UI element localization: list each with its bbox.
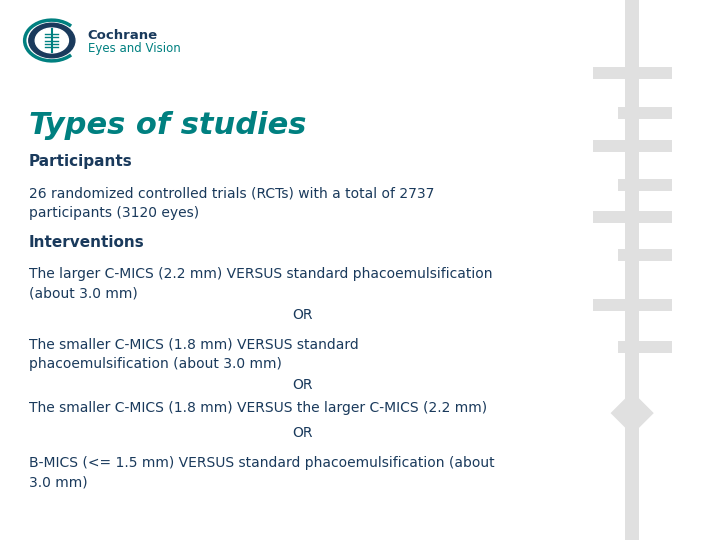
FancyBboxPatch shape <box>618 249 672 261</box>
Text: OR: OR <box>292 378 312 392</box>
FancyBboxPatch shape <box>618 179 672 191</box>
Text: Interventions: Interventions <box>29 235 145 250</box>
Circle shape <box>35 28 68 53</box>
Text: Eyes and Vision: Eyes and Vision <box>88 42 181 55</box>
FancyBboxPatch shape <box>593 140 672 152</box>
Text: B-MICS (<= 1.5 mm) VERSUS standard phacoemulsification (about
3.0 mm): B-MICS (<= 1.5 mm) VERSUS standard phaco… <box>29 456 495 490</box>
Text: Participants: Participants <box>29 154 132 169</box>
FancyBboxPatch shape <box>618 107 672 119</box>
FancyBboxPatch shape <box>593 299 672 311</box>
Text: Cochrane: Cochrane <box>88 29 158 42</box>
FancyBboxPatch shape <box>593 211 672 223</box>
Circle shape <box>29 23 75 58</box>
FancyBboxPatch shape <box>618 341 672 353</box>
Text: Types of studies: Types of studies <box>29 111 306 140</box>
FancyBboxPatch shape <box>625 0 639 540</box>
Text: The smaller C-MICS (1.8 mm) VERSUS the larger C-MICS (2.2 mm): The smaller C-MICS (1.8 mm) VERSUS the l… <box>29 401 487 415</box>
Polygon shape <box>611 392 654 435</box>
Text: OR: OR <box>292 308 312 322</box>
FancyBboxPatch shape <box>593 67 672 79</box>
Text: The larger C-MICS (2.2 mm) VERSUS standard phacoemulsification
(about 3.0 mm): The larger C-MICS (2.2 mm) VERSUS standa… <box>29 267 492 301</box>
Text: The smaller C-MICS (1.8 mm) VERSUS standard
phacoemulsification (about 3.0 mm): The smaller C-MICS (1.8 mm) VERSUS stand… <box>29 338 359 371</box>
Text: 26 randomized controlled trials (RCTs) with a total of 2737
participants (3120 e: 26 randomized controlled trials (RCTs) w… <box>29 186 434 220</box>
Text: OR: OR <box>292 426 312 440</box>
